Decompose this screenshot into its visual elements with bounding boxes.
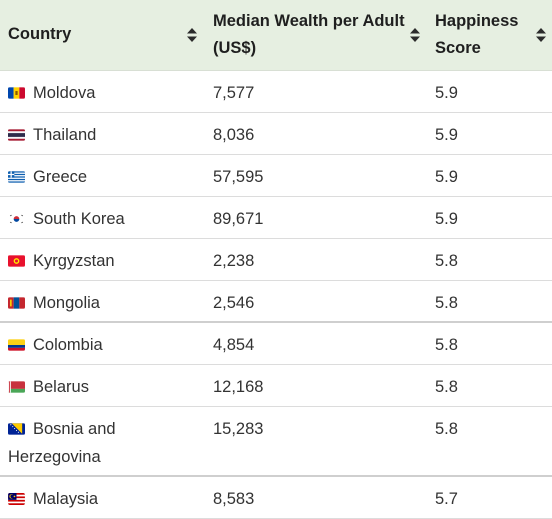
column-header-country[interactable]: Country (0, 0, 205, 70)
column-header-median-wealth[interactable]: Median Wealth per Adult (US$) (205, 0, 427, 70)
score-cell: 5.8 (435, 294, 458, 312)
table-row: South Korea 89,671 5.9 (0, 197, 552, 239)
score-cell: 5.9 (435, 84, 458, 102)
table-row: Mongolia 2,546 5.8 (0, 281, 552, 323)
wealth-cell: 2,546 (213, 294, 255, 312)
table-body: Moldova 7,577 5.9 Thailand 8,036 5.9 Gre… (0, 71, 552, 519)
wealth-cell: 8,583 (213, 490, 255, 508)
country-cell: South Korea (8, 205, 198, 233)
wealth-cell: 7,577 (213, 84, 255, 102)
score-cell: 5.9 (435, 168, 458, 186)
wealth-cell: 15,283 (213, 420, 264, 438)
south-korea-flag-icon (8, 213, 25, 225)
score-cell: 5.7 (435, 490, 458, 508)
country-cell: Bosnia and Herzegovina (8, 415, 198, 471)
wealth-cell: 12,168 (213, 378, 264, 396)
table-row: Colombia 4,854 5.8 (0, 323, 552, 365)
column-header-label: Country (8, 25, 72, 43)
table-header: Country Median Wealth per Adult (US$) Ha… (0, 0, 552, 71)
country-cell: Kyrgyzstan (8, 247, 198, 275)
belarus-flag-icon (8, 381, 25, 393)
country-cell: Moldova (8, 79, 198, 107)
country-name: Thailand (33, 126, 97, 144)
wealth-cell: 8,036 (213, 126, 255, 144)
table-row: Greece 57,595 5.9 (0, 155, 552, 197)
sort-icon[interactable] (535, 27, 547, 43)
table-row: Bosnia and Herzegovina 15,283 5.8 (0, 407, 552, 477)
bosnia-flag-icon (8, 423, 25, 435)
table-row: Kyrgyzstan 2,238 5.8 (0, 239, 552, 281)
country-cell: Belarus (8, 373, 198, 401)
country-name: Moldova (33, 84, 96, 102)
table-row: Moldova 7,577 5.9 (0, 71, 552, 113)
kyrgyzstan-flag-icon (8, 255, 25, 267)
sort-icon[interactable] (409, 27, 421, 43)
country-name: Bosnia and Herzegovina (8, 420, 116, 466)
score-cell: 5.9 (435, 210, 458, 228)
country-cell: Mongolia (8, 289, 198, 317)
mongolia-flag-icon (8, 297, 25, 309)
country-cell: Colombia (8, 331, 198, 359)
colombia-flag-icon (8, 339, 25, 351)
table-row: Malaysia 8,583 5.7 (0, 477, 552, 519)
country-cell: Thailand (8, 121, 198, 149)
country-name: Kyrgyzstan (33, 252, 115, 270)
thailand-flag-icon (8, 129, 25, 141)
wealth-cell: 4,854 (213, 336, 255, 354)
wealth-cell: 2,238 (213, 252, 255, 270)
score-cell: 5.8 (435, 336, 458, 354)
country-name: Belarus (33, 378, 89, 396)
sort-icon[interactable] (186, 27, 198, 43)
wealth-cell: 89,671 (213, 210, 264, 228)
country-cell: Malaysia (8, 485, 198, 513)
column-header-happiness-score[interactable]: Happiness Score (427, 0, 552, 70)
country-cell: Greece (8, 163, 198, 191)
malaysia-flag-icon (8, 493, 25, 505)
score-cell: 5.8 (435, 252, 458, 270)
country-name: Malaysia (33, 490, 99, 508)
column-header-label: Happiness Score (435, 12, 519, 57)
country-name: South Korea (33, 210, 125, 228)
table-row: Thailand 8,036 5.9 (0, 113, 552, 155)
wealth-cell: 57,595 (213, 168, 264, 186)
score-cell: 5.8 (435, 420, 458, 438)
country-name: Colombia (33, 336, 103, 354)
score-cell: 5.8 (435, 378, 458, 396)
column-header-label: Median Wealth per Adult (US$) (213, 12, 405, 57)
table-row: Belarus 12,168 5.8 (0, 365, 552, 407)
moldova-flag-icon (8, 87, 25, 99)
greece-flag-icon (8, 171, 25, 183)
country-name: Mongolia (33, 294, 100, 312)
country-name: Greece (33, 168, 88, 186)
score-cell: 5.9 (435, 126, 458, 144)
